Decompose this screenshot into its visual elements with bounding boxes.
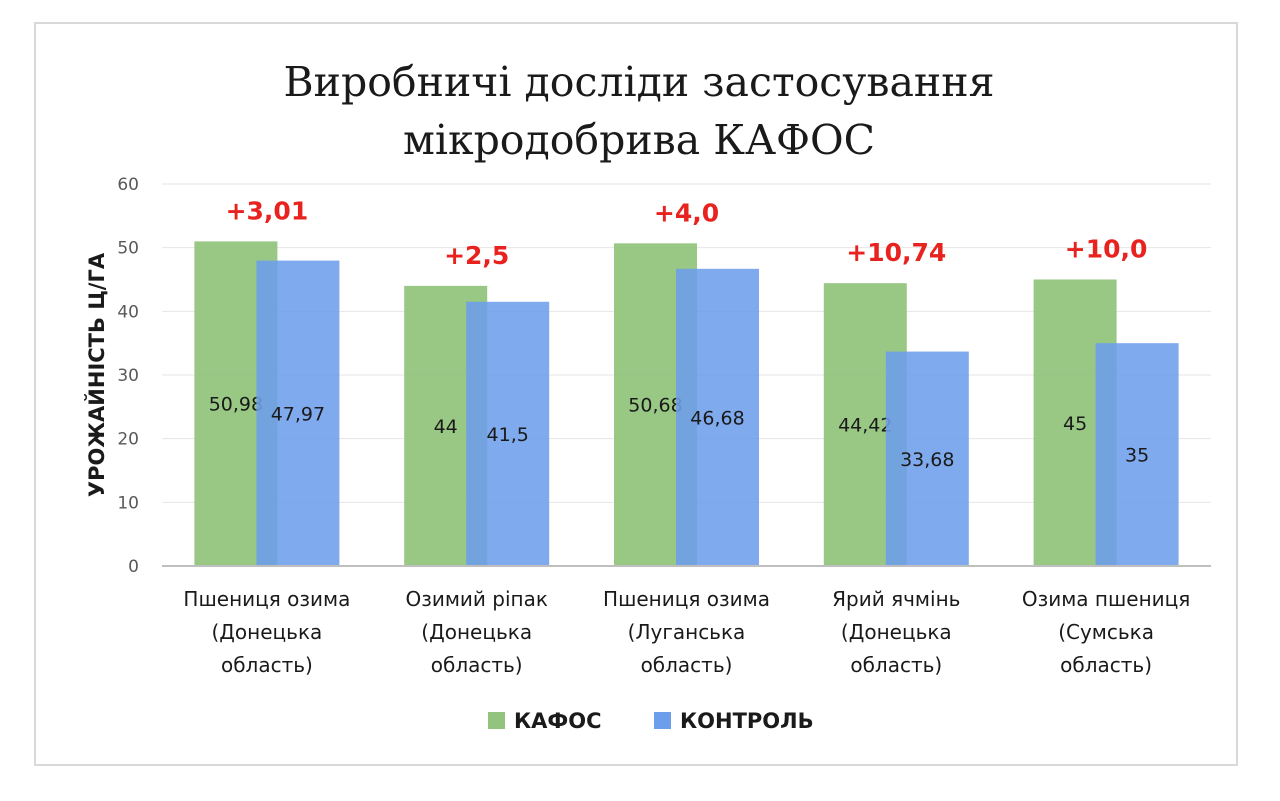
x-tick-label: Озимий ріпак [405,587,547,611]
x-tick-label: область) [221,653,313,677]
y-tick-label: 0 [128,557,139,577]
bar-control [676,268,759,566]
legend-label: КАФОС [514,709,602,733]
x-tick-label: (Донецька [212,620,323,644]
y-axis-label: УРОЖАЙНІСТЬ Ц/ГА [84,252,109,497]
data-label: 46,68 [690,407,744,429]
x-tick-label: (Донецька [841,620,952,644]
x-tick-label: Пшениця озима [603,587,770,611]
y-tick-label: 10 [117,493,139,513]
legend-label: КОНТРОЛЬ [680,709,814,733]
y-tick-label: 50 [117,239,139,259]
chart-frame: Виробничі досліди застосування мікродобри… [34,22,1238,766]
data-label: 45 [1063,413,1087,435]
x-tick-label: Пшениця озима [183,587,350,611]
x-tick-label: область) [641,653,733,677]
data-label: 47,97 [271,403,325,425]
bar-control [466,301,550,566]
delta-annotation: +10,74 [846,238,946,267]
bar-control [1095,343,1179,566]
data-label: 50,68 [628,395,682,417]
data-label: 44,42 [838,415,892,437]
data-label: 50,98 [209,394,263,416]
x-tick-label: область) [850,653,942,677]
legend-swatch [488,712,505,729]
y-tick-label: 20 [117,430,139,450]
delta-annotation: +2,5 [444,241,509,270]
x-tick-label: Озима пшениця [1022,587,1190,611]
x-tick-label: (Донецька [421,620,532,644]
y-tick-label: 40 [117,302,139,322]
delta-annotation: +3,01 [226,196,309,225]
x-tick-label: Ярий ячмінь [832,587,960,611]
y-tick-label: 30 [117,366,139,386]
x-tick-label: (Луганська [628,620,746,644]
chart-title-line: мікродобрива КАФОС [403,116,875,164]
legend-swatch [654,712,671,729]
chart: Виробничі досліди застосування мікродобри… [84,58,1211,733]
chart-title-line: Виробничі досліди застосування [284,58,995,106]
x-tick-label: область) [1060,653,1152,677]
data-label: 41,5 [487,424,529,446]
x-tick-label: (Сумська [1058,620,1154,644]
bar-control [256,260,340,566]
x-tick-label: область) [431,653,523,677]
data-label: 35 [1125,445,1149,467]
y-tick-label: 60 [117,175,139,195]
bar-control [885,351,969,566]
delta-annotation: +10,0 [1065,235,1148,264]
delta-annotation: +4,0 [654,198,719,227]
data-label: 33,68 [900,449,954,471]
data-label: 44 [434,416,458,438]
